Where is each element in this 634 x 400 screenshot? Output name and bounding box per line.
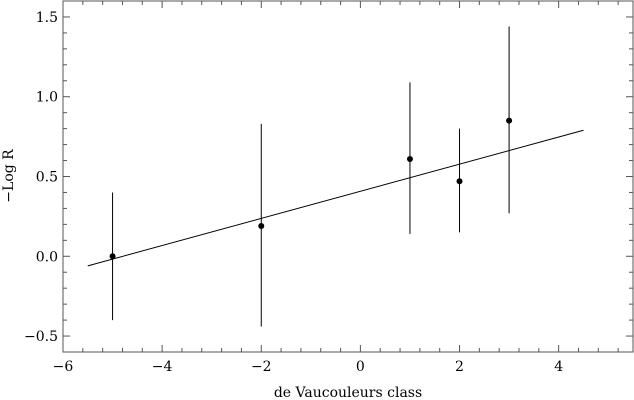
x-tick-label: 2 — [455, 359, 464, 375]
fit-line — [87, 129, 584, 267]
tick-labels: −6 −4 −2 0 2 4 −0.5 0.0 0.5 1.0 1.5 — [24, 10, 563, 375]
data-point — [258, 222, 265, 229]
y-tick-label: −0.5 — [24, 329, 58, 345]
plot-frame — [62, 0, 634, 353]
y-tick-label: 1.0 — [36, 90, 58, 106]
x-tick-label: 0 — [356, 359, 365, 375]
x-tick-label: −6 — [53, 359, 74, 375]
y-tick-label: 0.5 — [36, 170, 58, 186]
x-tick-label: −4 — [152, 359, 173, 375]
data-point — [406, 155, 413, 162]
data-point — [109, 253, 116, 260]
x-tick-label: 4 — [554, 359, 563, 375]
x-tick-label: −2 — [251, 359, 272, 375]
y-axis-label: −Log R — [1, 149, 17, 203]
axis-ticks — [62, 0, 633, 353]
x-axis-label: de Vaucouleurs class — [274, 385, 422, 400]
data-point — [456, 178, 463, 185]
y-tick-label: 1.5 — [36, 10, 58, 26]
data-points — [109, 117, 513, 260]
data-point — [506, 117, 513, 124]
y-tick-label: 0.0 — [36, 249, 58, 265]
error-bars — [112, 26, 510, 327]
